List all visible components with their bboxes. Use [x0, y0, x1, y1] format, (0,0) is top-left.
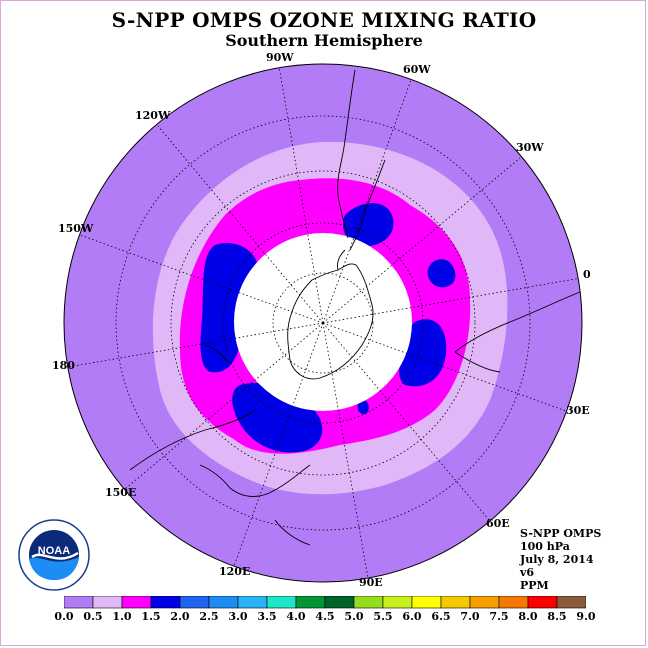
colorbar-tick-label: 8.5 — [547, 610, 567, 623]
colorbar-segment — [527, 596, 558, 609]
graticule — [67, 65, 582, 579]
colorbar-tick-label: 5.5 — [373, 610, 393, 623]
colorbar — [64, 596, 586, 609]
colorbar-segment — [295, 596, 326, 609]
colorbar-segment — [324, 596, 355, 609]
colorbar-tick-label: 1.0 — [112, 610, 132, 623]
coastlines — [129, 69, 581, 546]
colorbar-segment — [469, 596, 500, 609]
colorbar-tick-label: 7.0 — [460, 610, 480, 623]
info-level: 100 hPa — [520, 540, 570, 553]
lon-label-120w: 120W — [135, 109, 171, 122]
colorbar-segment — [266, 596, 297, 609]
lon-label-60e: 60E — [486, 517, 510, 530]
map-title: S-NPP OMPS OZONE MIXING RATIO — [111, 8, 537, 32]
colorbar-segment — [121, 596, 152, 609]
colorbar-tick-label: 8.0 — [518, 610, 538, 623]
map-subtitle: Southern Hemisphere — [225, 31, 423, 50]
colorbar-tick-label: 2.5 — [199, 610, 219, 623]
lon-label-90w: 90W — [266, 51, 294, 64]
colorbar-segment — [498, 596, 529, 609]
colorbar-tick-label: 4.5 — [315, 610, 335, 623]
colorbar-tick-label: 1.5 — [141, 610, 161, 623]
colorbar-segment — [92, 596, 123, 609]
lon-label-150w: 150W — [58, 222, 94, 235]
colorbar-segment — [440, 596, 471, 609]
colorbar-tick-label: 9.0 — [576, 610, 596, 623]
colorbar-segment — [411, 596, 442, 609]
lon-label-0: 0 — [583, 268, 591, 281]
colorbar-segment — [237, 596, 268, 609]
ozone-band-1.5-2.0 — [200, 202, 456, 453]
colorbar-segment — [64, 596, 94, 609]
colorbar-segment — [208, 596, 239, 609]
info-date: July 8, 2014 — [520, 553, 594, 566]
info-instrument: S-NPP OMPS — [520, 527, 602, 540]
map-border — [63, 63, 583, 583]
colorbar-segment — [556, 596, 586, 609]
colorbar-segment — [382, 596, 413, 609]
noaa-logo: NOAA — [18, 519, 90, 591]
lon-label-90e: 90E — [359, 576, 383, 589]
colorbar-tick-label: 4.0 — [286, 610, 306, 623]
colorbar-tick-label: 5.0 — [344, 610, 364, 623]
colorbar-segment — [179, 596, 210, 609]
colorbar-tick-label: 6.0 — [402, 610, 422, 623]
colorbar-segment — [150, 596, 181, 609]
colorbar-tick-label: 3.5 — [257, 610, 277, 623]
colorbar-tick-label: 0.0 — [54, 610, 74, 623]
colorbar-segment — [353, 596, 384, 609]
colorbar-tick-label: 3.0 — [228, 610, 248, 623]
noaa-logo-text: NOAA — [38, 545, 70, 557]
colorbar-tick-label: 2.0 — [170, 610, 190, 623]
info-units: PPM — [520, 579, 549, 592]
lon-label-180: 180 — [52, 359, 75, 372]
lon-label-60w: 60W — [403, 63, 431, 76]
colorbar-tick-label: 7.5 — [489, 610, 509, 623]
info-version: v6 — [520, 566, 535, 579]
lon-label-150e: 150E — [105, 486, 136, 499]
south-pole-marker — [321, 321, 325, 325]
lon-label-30e: 30E — [566, 404, 590, 417]
lon-label-30w: 30W — [516, 141, 544, 154]
lon-label-120e: 120E — [219, 565, 250, 578]
colorbar-tick-label: 6.5 — [431, 610, 451, 623]
map-info: S-NPP OMPS 100 hPa July 8, 2014 v6 PPM — [520, 527, 601, 592]
colorbar-tick-label: 0.5 — [83, 610, 103, 623]
